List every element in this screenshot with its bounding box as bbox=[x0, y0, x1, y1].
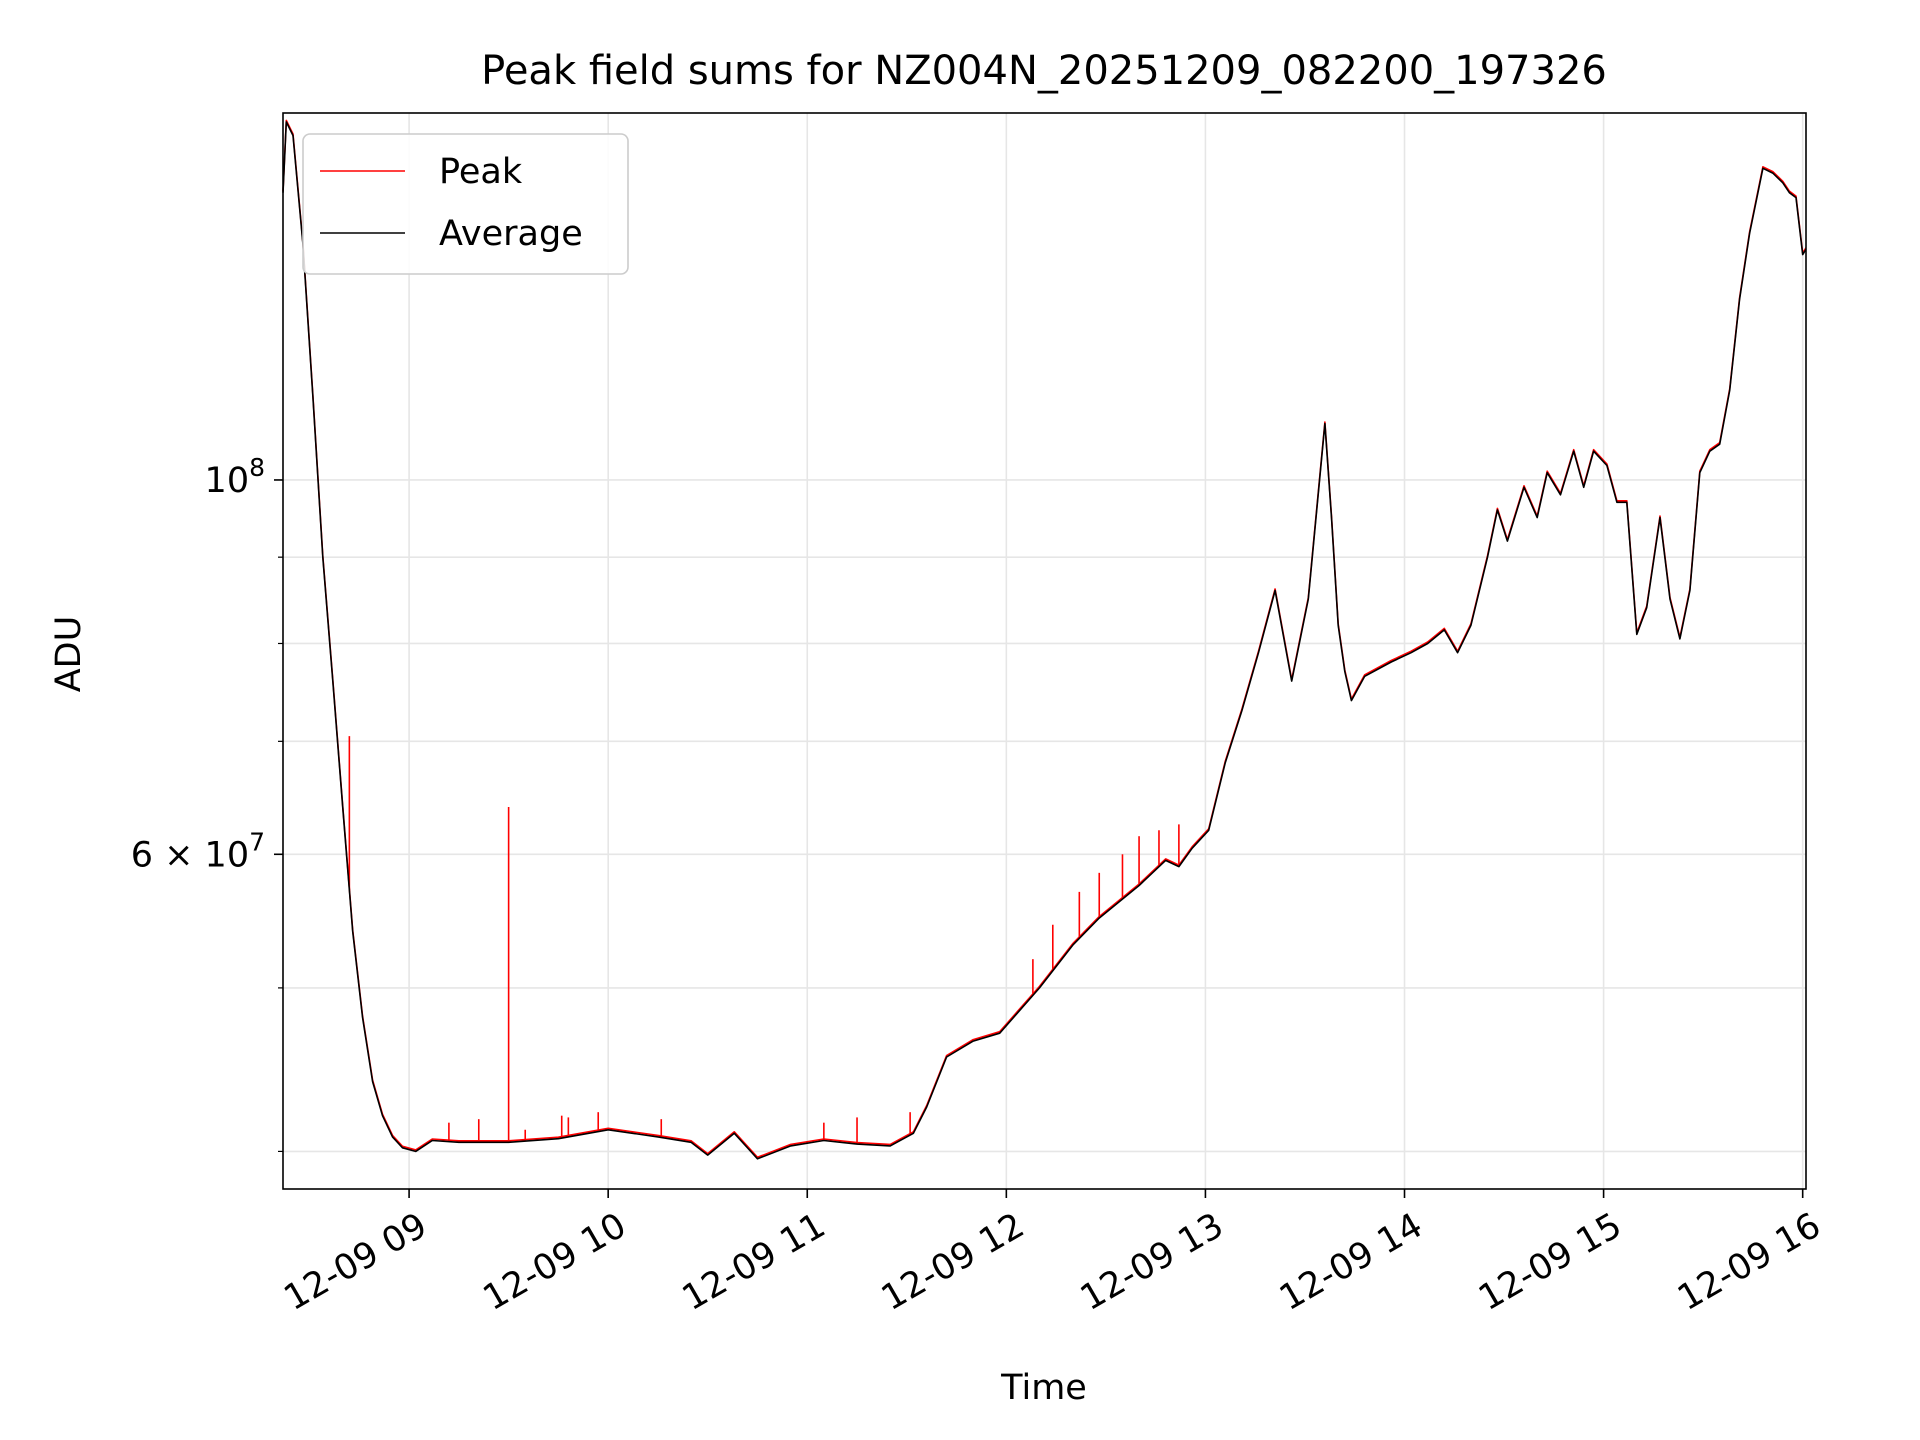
chart-title: Peak field sums for NZ004N_20251209_0822… bbox=[481, 48, 1607, 94]
y-axis-label: ADU bbox=[49, 616, 89, 693]
legend: Peak Average bbox=[302, 133, 629, 275]
y-tick-label: 6 × 107 bbox=[131, 827, 265, 875]
series-lines bbox=[282, 119, 1807, 1160]
y-tick-label: 108 bbox=[205, 453, 265, 501]
plot-frame bbox=[282, 112, 1807, 1190]
x-axis-label: Time bbox=[1000, 1368, 1087, 1408]
legend-box bbox=[302, 133, 629, 275]
legend-label-peak: Peak bbox=[439, 152, 523, 192]
y-axis-ticks: 108 6 × 107 bbox=[131, 453, 283, 1153]
average-series-line bbox=[282, 121, 1807, 1160]
legend-label-average: Average bbox=[439, 214, 583, 254]
